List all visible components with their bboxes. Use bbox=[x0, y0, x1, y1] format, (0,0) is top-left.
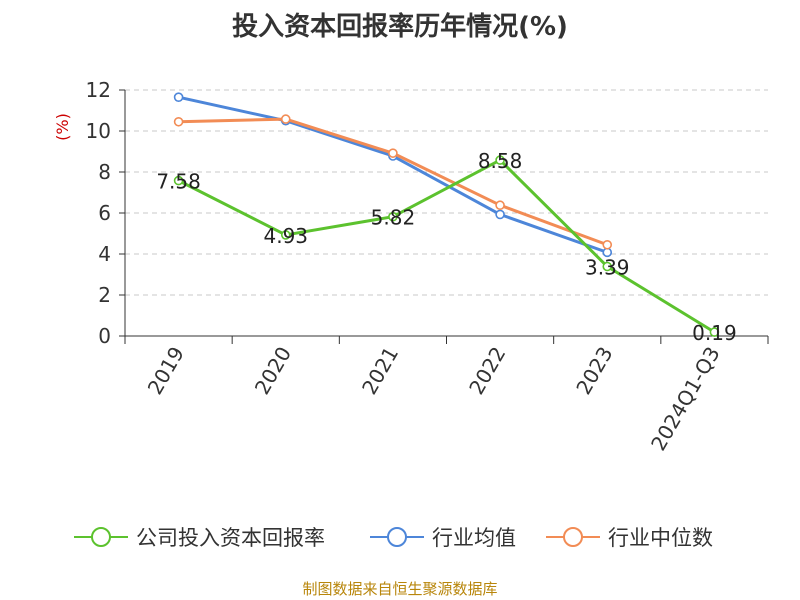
grid-layer bbox=[125, 89, 768, 296]
x-tick-label: 2020 bbox=[250, 343, 296, 399]
data-point[interactable] bbox=[602, 239, 613, 250]
y-tick-label: 10 bbox=[86, 119, 111, 143]
x-tick-label: 2022 bbox=[464, 343, 510, 399]
data-point[interactable] bbox=[495, 155, 505, 165]
y-axis-label: (%) bbox=[53, 113, 72, 141]
y-tick-label: 2 bbox=[98, 283, 111, 307]
data-point[interactable] bbox=[602, 261, 613, 272]
axis-layer: 0 2 4 6 8 10 12 2019 2020 2021 2022 2023 2024Q1-Q3 bbox=[86, 78, 769, 455]
data-point[interactable] bbox=[173, 116, 184, 127]
data-point[interactable] bbox=[495, 209, 505, 220]
data-label: 8.58 bbox=[478, 149, 523, 173]
data-label: 7.58 bbox=[156, 170, 201, 194]
legend-item-industry-mean[interactable]: 行业均值 bbox=[370, 520, 516, 554]
chart-title: 投入资本回报率历年情况(%) bbox=[232, 12, 568, 42]
legend-item-company[interactable]: 公司投入资本回报率 bbox=[74, 520, 325, 554]
legend-marker-industry-mean bbox=[370, 527, 424, 547]
legend-marker-company bbox=[74, 527, 128, 547]
data-point[interactable] bbox=[495, 200, 505, 211]
legend-label-industry-median: 行业中位数 bbox=[608, 526, 713, 550]
source-note: 制图数据来自恒生聚源数据库 bbox=[302, 580, 498, 598]
x-tick-label: 2023 bbox=[571, 343, 617, 399]
data-label: 4.93 bbox=[263, 224, 308, 248]
series-line bbox=[177, 158, 716, 334]
data-point[interactable] bbox=[173, 92, 184, 102]
data-point[interactable] bbox=[280, 114, 291, 124]
series-layer bbox=[173, 92, 720, 337]
legend-label-company: 公司投入资本回报率 bbox=[136, 526, 325, 550]
legend: 公司投入资本回报率 行业均值 行业中位数 bbox=[0, 520, 800, 554]
label-layer: 7.58 4.93 5.82 8.58 3.39 0.19 bbox=[156, 149, 736, 345]
legend-item-industry-median[interactable]: 行业中位数 bbox=[546, 520, 713, 554]
legend-label-industry-mean: 行业均值 bbox=[432, 526, 516, 550]
data-point[interactable] bbox=[173, 175, 184, 186]
y-tick-label: 0 bbox=[98, 324, 111, 348]
y-tick-label: 8 bbox=[98, 160, 111, 184]
data-label: 3.39 bbox=[585, 256, 630, 280]
data-point[interactable] bbox=[709, 327, 720, 337]
x-tick-label: 2019 bbox=[143, 343, 189, 399]
x-tick-label: 2024Q1-Q3 bbox=[646, 343, 725, 455]
y-tick-label: 12 bbox=[86, 78, 111, 102]
x-tick-label: 2021 bbox=[357, 343, 403, 399]
data-point[interactable] bbox=[280, 230, 291, 240]
data-point[interactable] bbox=[388, 148, 398, 158]
data-label: 5.82 bbox=[371, 206, 416, 230]
y-tick-label: 4 bbox=[98, 242, 111, 266]
legend-marker-industry-median bbox=[546, 527, 600, 547]
y-tick-label: 6 bbox=[98, 201, 111, 225]
data-label: 0.19 bbox=[692, 321, 737, 345]
data-point[interactable] bbox=[388, 211, 398, 222]
